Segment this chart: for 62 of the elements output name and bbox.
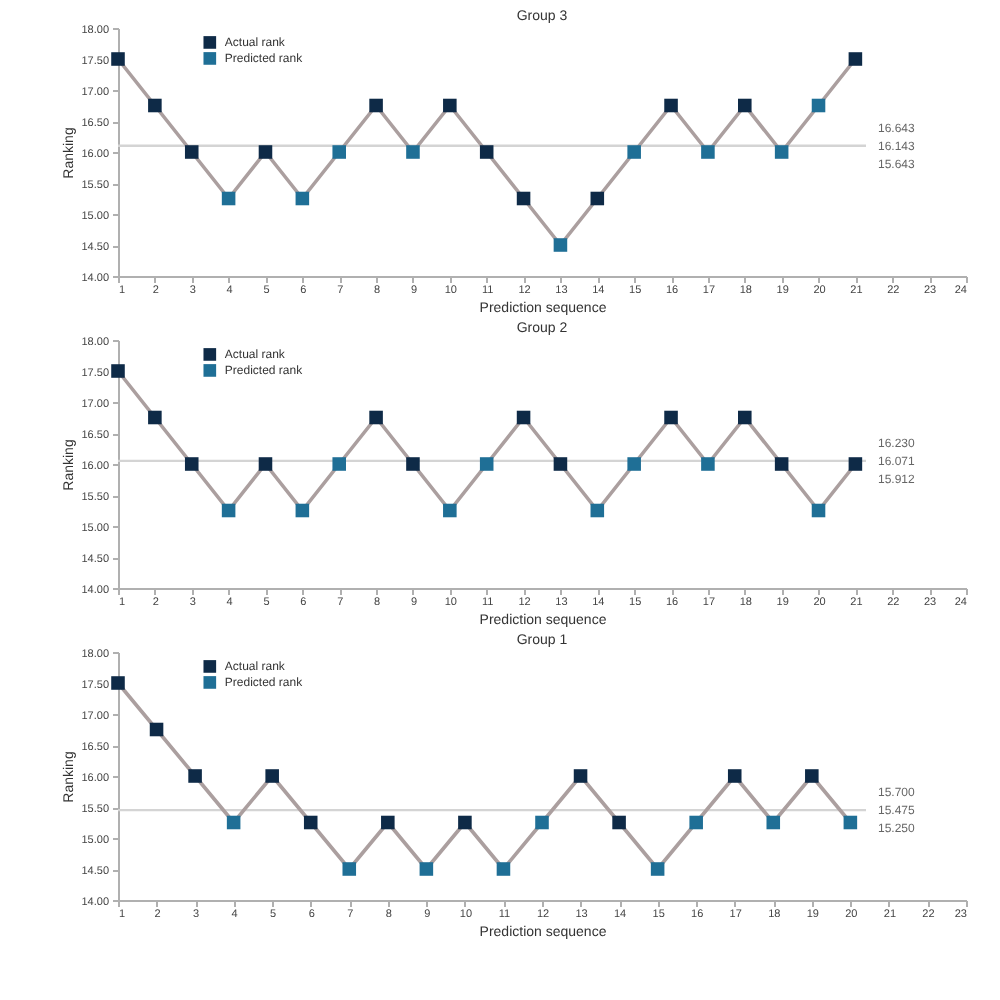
point (332, 145, 346, 159)
point (727, 769, 742, 783)
point (848, 457, 863, 471)
point (627, 145, 641, 159)
point (738, 98, 752, 113)
point (149, 722, 164, 737)
point (226, 815, 241, 830)
point (406, 145, 420, 159)
point (843, 815, 858, 830)
point (774, 457, 789, 471)
point (111, 52, 125, 66)
point (516, 410, 531, 425)
point (535, 815, 549, 830)
point (848, 52, 863, 66)
point (516, 191, 531, 206)
point (590, 503, 605, 518)
point (443, 503, 457, 518)
point (650, 862, 665, 876)
point (295, 503, 310, 518)
point (111, 364, 125, 378)
point (805, 769, 819, 783)
point (701, 145, 715, 159)
point (573, 769, 588, 783)
point (553, 238, 568, 252)
point (265, 769, 279, 783)
point (774, 145, 789, 159)
point (258, 145, 273, 159)
point (148, 98, 162, 113)
point (689, 815, 703, 830)
point (553, 457, 568, 471)
point (303, 815, 318, 830)
point (295, 191, 310, 206)
point (664, 98, 678, 113)
point (148, 410, 162, 425)
point (443, 98, 457, 113)
point (738, 410, 752, 425)
point (258, 457, 273, 471)
point (111, 676, 125, 690)
point (184, 457, 199, 471)
point (479, 145, 494, 159)
point (381, 815, 395, 830)
point (221, 503, 236, 518)
point (458, 815, 472, 830)
point (406, 457, 420, 471)
point (184, 145, 199, 159)
point (221, 191, 236, 206)
point (811, 503, 826, 518)
point (664, 410, 678, 425)
point (701, 457, 715, 471)
point (332, 457, 346, 471)
point (342, 862, 357, 876)
point (479, 457, 494, 471)
point (766, 815, 781, 830)
point (590, 191, 605, 206)
point (811, 98, 826, 113)
point (369, 410, 383, 425)
point (419, 862, 434, 876)
point (188, 769, 202, 783)
point (612, 815, 626, 830)
point (369, 98, 383, 113)
point (496, 862, 511, 876)
point (627, 457, 641, 471)
